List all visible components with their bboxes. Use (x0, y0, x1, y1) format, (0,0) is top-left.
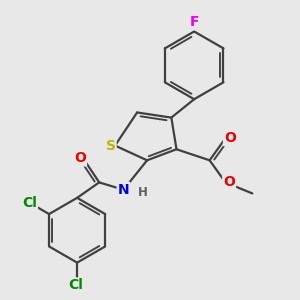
Text: F: F (189, 15, 199, 29)
Text: O: O (224, 131, 236, 145)
Text: S: S (106, 139, 116, 153)
Text: N: N (118, 183, 129, 197)
Text: O: O (74, 152, 86, 166)
Text: O: O (223, 176, 235, 189)
Text: Cl: Cl (22, 196, 37, 210)
Text: H: H (138, 186, 148, 199)
Text: Cl: Cl (68, 278, 83, 292)
